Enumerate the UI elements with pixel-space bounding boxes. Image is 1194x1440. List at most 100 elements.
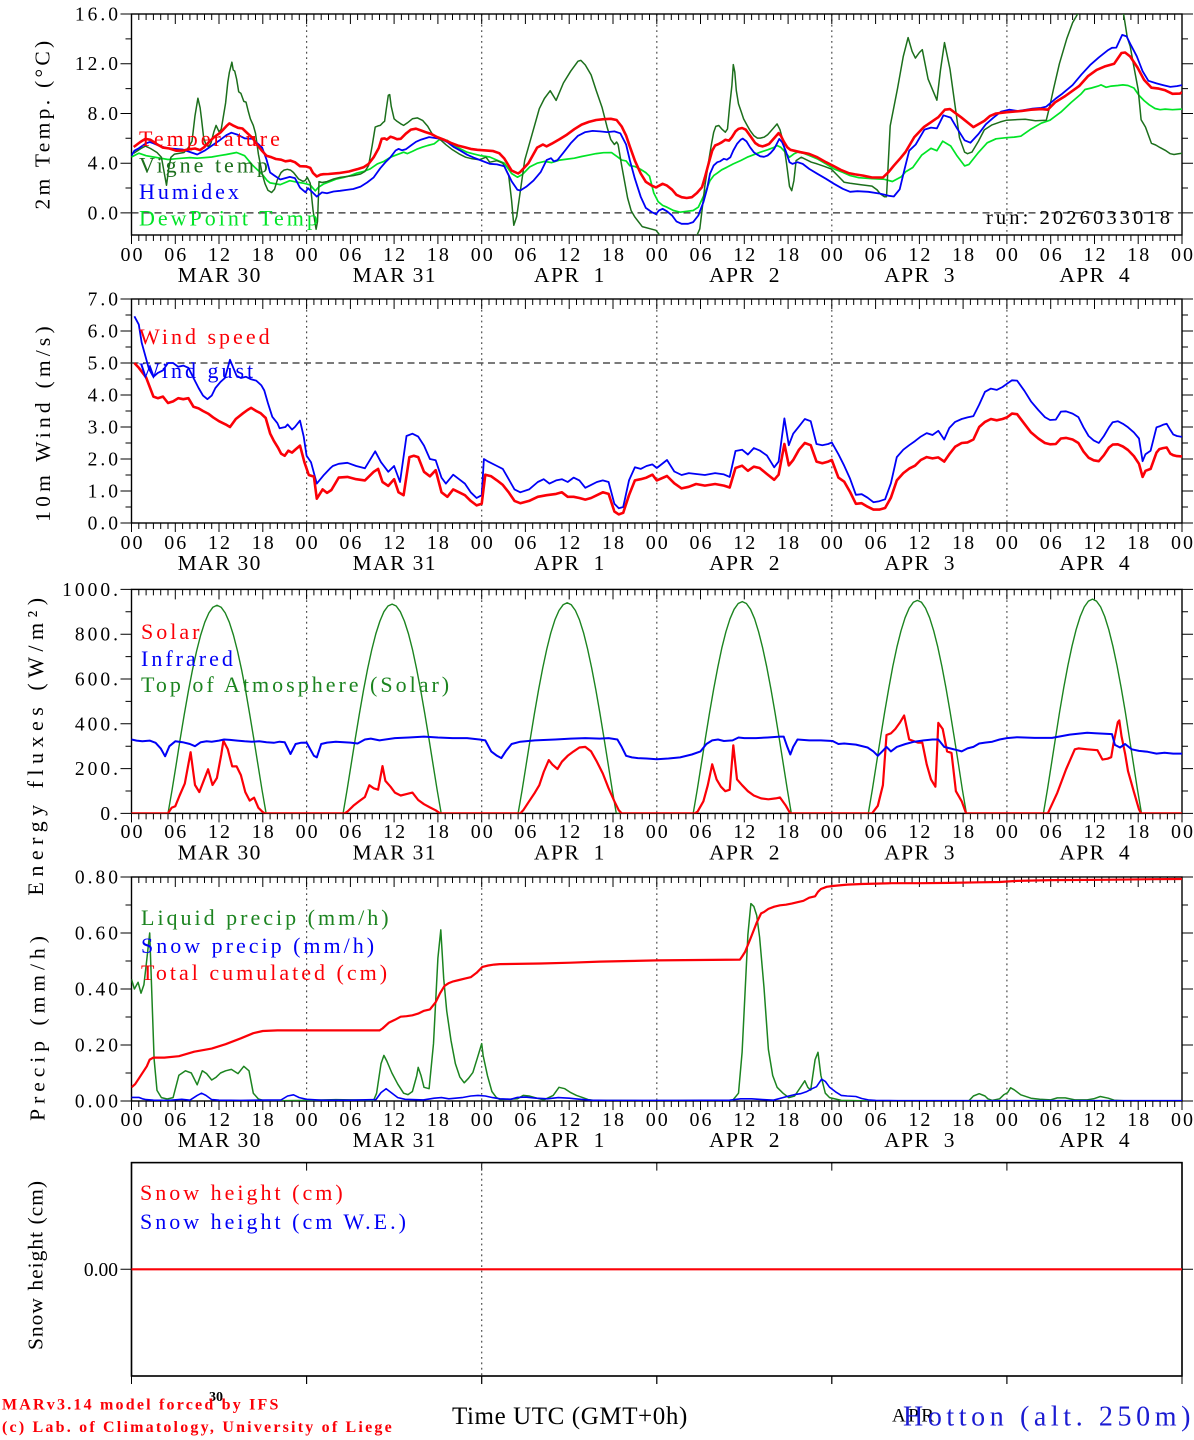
svg-text:18: 18 xyxy=(777,1109,801,1131)
svg-text:06: 06 xyxy=(865,1109,889,1131)
svg-text:06: 06 xyxy=(865,821,889,843)
svg-text:MAR 31: MAR 31 xyxy=(353,263,437,287)
svg-text:00: 00 xyxy=(121,1109,145,1131)
svg-text:12: 12 xyxy=(1084,244,1108,266)
svg-text:Infrared: Infrared xyxy=(141,646,236,671)
svg-text:18: 18 xyxy=(252,532,276,554)
svg-text:18: 18 xyxy=(427,821,451,843)
svg-text:APR 1: APR 1 xyxy=(534,263,606,287)
svg-text:18: 18 xyxy=(1127,1109,1151,1131)
svg-text:6.0: 6.0 xyxy=(88,322,121,343)
svg-text:MAR 31: MAR 31 xyxy=(353,1128,437,1152)
svg-text:18: 18 xyxy=(1127,244,1151,266)
svg-text:APR 3: APR 3 xyxy=(884,840,956,864)
svg-text:00: 00 xyxy=(471,532,495,554)
svg-text:4.0: 4.0 xyxy=(88,154,121,175)
svg-text:12: 12 xyxy=(558,244,582,266)
svg-text:18: 18 xyxy=(777,821,801,843)
svg-text:Temperature: Temperature xyxy=(139,126,283,151)
svg-text:12: 12 xyxy=(208,821,232,843)
svg-text:MARv3.14 model forced by IFS: MARv3.14 model forced by IFS xyxy=(2,1397,281,1414)
svg-text:18: 18 xyxy=(1127,821,1151,843)
svg-text:APR 1: APR 1 xyxy=(534,840,606,864)
svg-text:12: 12 xyxy=(208,1109,232,1131)
svg-text:16.0: 16.0 xyxy=(75,5,121,26)
svg-text:00: 00 xyxy=(471,1109,495,1131)
svg-text:0.0: 0.0 xyxy=(88,514,121,535)
svg-text:Vigne temp: Vigne temp xyxy=(139,153,271,178)
svg-text:12: 12 xyxy=(908,821,932,843)
svg-text:APR 4: APR 4 xyxy=(1059,551,1131,575)
svg-text:Wind speed: Wind speed xyxy=(139,324,273,349)
svg-text:200.: 200. xyxy=(75,759,121,780)
svg-text:00: 00 xyxy=(821,1109,845,1131)
svg-text:1.0: 1.0 xyxy=(88,482,121,503)
svg-text:0.: 0. xyxy=(100,804,121,825)
svg-text:(c) Lab. of Climatology, Unive: (c) Lab. of Climatology, University of L… xyxy=(2,1419,394,1436)
svg-text:0.80: 0.80 xyxy=(75,868,121,889)
svg-text:400.: 400. xyxy=(75,714,121,735)
svg-text:12.0: 12.0 xyxy=(75,54,121,75)
svg-text:18: 18 xyxy=(1127,532,1151,554)
svg-text:4.0: 4.0 xyxy=(88,386,121,407)
svg-text:06: 06 xyxy=(514,821,538,843)
svg-text:Snow height (cm W.E.): Snow height (cm W.E.) xyxy=(140,1209,409,1234)
svg-text:MAR 31: MAR 31 xyxy=(353,551,437,575)
svg-text:06: 06 xyxy=(865,244,889,266)
svg-text:06: 06 xyxy=(1040,1109,1064,1131)
svg-text:Wind gust: Wind gust xyxy=(139,358,256,383)
svg-text:06: 06 xyxy=(164,1109,188,1131)
svg-text:18: 18 xyxy=(602,244,626,266)
svg-text:18: 18 xyxy=(427,1109,451,1131)
svg-text:12: 12 xyxy=(733,1109,757,1131)
svg-text:0.0: 0.0 xyxy=(88,203,121,224)
svg-text:06: 06 xyxy=(690,1109,714,1131)
svg-text:APR 4: APR 4 xyxy=(1059,263,1131,287)
svg-text:3.0: 3.0 xyxy=(88,418,121,439)
svg-text:12: 12 xyxy=(908,244,932,266)
svg-text:00: 00 xyxy=(996,532,1020,554)
svg-text:00: 00 xyxy=(296,1109,320,1131)
svg-text:06: 06 xyxy=(1040,532,1064,554)
svg-text:00: 00 xyxy=(296,244,320,266)
svg-text:18: 18 xyxy=(602,821,626,843)
svg-text:00: 00 xyxy=(646,1109,670,1131)
svg-text:00: 00 xyxy=(471,244,495,266)
svg-text:00: 00 xyxy=(1171,244,1194,266)
svg-text:5.0: 5.0 xyxy=(88,354,121,375)
svg-text:18: 18 xyxy=(777,532,801,554)
svg-text:12: 12 xyxy=(558,532,582,554)
svg-text:0.00: 0.00 xyxy=(75,1092,121,1113)
svg-text:12: 12 xyxy=(383,821,407,843)
svg-text:12: 12 xyxy=(908,1109,932,1131)
svg-text:00: 00 xyxy=(821,244,845,266)
svg-text:06: 06 xyxy=(339,1109,363,1131)
svg-text:Humidex: Humidex xyxy=(139,179,242,204)
svg-text:12: 12 xyxy=(908,532,932,554)
svg-text:APR 1: APR 1 xyxy=(534,551,606,575)
svg-text:06: 06 xyxy=(339,821,363,843)
svg-text:18: 18 xyxy=(252,1109,276,1131)
svg-text:00: 00 xyxy=(996,1109,1020,1131)
svg-text:Precip (mm/h): Precip (mm/h) xyxy=(26,931,50,1121)
svg-text:APR 3: APR 3 xyxy=(884,1128,956,1152)
svg-text:06: 06 xyxy=(1040,244,1064,266)
svg-text:00: 00 xyxy=(471,821,495,843)
svg-text:00: 00 xyxy=(646,821,670,843)
svg-text:10m Wind (m/s): 10m Wind (m/s) xyxy=(31,322,55,522)
svg-text:800.: 800. xyxy=(75,625,121,646)
svg-text:12: 12 xyxy=(558,821,582,843)
svg-text:18: 18 xyxy=(952,532,976,554)
svg-text:APR 2: APR 2 xyxy=(709,840,781,864)
svg-text:0.40: 0.40 xyxy=(75,980,121,1001)
svg-text:06: 06 xyxy=(339,244,363,266)
svg-text:Hotton (alt. 250m): Hotton (alt. 250m) xyxy=(903,1402,1194,1433)
svg-text:APR 3: APR 3 xyxy=(884,551,956,575)
svg-text:12: 12 xyxy=(733,532,757,554)
svg-text:00: 00 xyxy=(1171,1109,1194,1131)
svg-text:00: 00 xyxy=(1171,821,1194,843)
svg-text:00: 00 xyxy=(121,821,145,843)
svg-text:06: 06 xyxy=(690,532,714,554)
svg-text:APR 1: APR 1 xyxy=(534,1128,606,1152)
svg-text:18: 18 xyxy=(777,244,801,266)
